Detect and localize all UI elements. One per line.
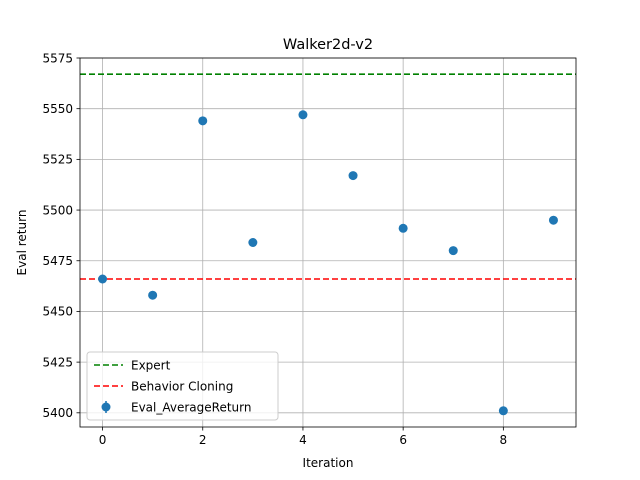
data-points <box>98 110 558 416</box>
data-point <box>248 238 258 247</box>
chart-title: Walker2d-v2 <box>283 37 373 53</box>
x-tick-label: 4 <box>299 433 307 447</box>
data-point <box>348 171 358 181</box>
y-tick-label: 5575 <box>42 51 73 65</box>
reference-lines <box>80 73 576 280</box>
y-tick-label: 5475 <box>42 254 73 268</box>
legend-box <box>86 351 279 421</box>
legend-swatch-marker <box>101 402 111 412</box>
y-tick-label: 5400 <box>42 406 73 420</box>
x-tick-label: 6 <box>399 433 407 447</box>
legend: Expert Behavior Cloning Eval_AverageReturn <box>86 351 279 421</box>
y-tick-label: 5425 <box>42 355 73 369</box>
y-axis-label: Eval return <box>15 210 29 276</box>
y-tick-label: 5500 <box>42 203 73 217</box>
y-tick-label: 5525 <box>42 153 73 167</box>
x-tick-label: 8 <box>500 433 508 447</box>
legend-label: Behavior Cloning <box>131 379 233 393</box>
data-point <box>498 406 508 416</box>
x-axis-label: Iteration <box>303 456 354 470</box>
legend-label: Eval_AverageReturn <box>131 400 251 414</box>
axis-ticks: 0 2 4 6 8 5400 5425 5450 5475 5500 5525 5550 5575 <box>42 51 507 447</box>
y-tick-label: 5550 <box>42 102 73 116</box>
x-tick-label: 2 <box>199 433 207 447</box>
x-tick-label: 0 <box>99 433 107 447</box>
data-point <box>148 290 158 300</box>
data-point <box>198 116 208 126</box>
data-point <box>448 246 458 256</box>
data-point <box>548 215 558 225</box>
plot-frame <box>79 57 577 428</box>
data-point <box>98 274 108 284</box>
data-point <box>398 223 408 233</box>
data-point <box>298 110 308 120</box>
legend-label: Expert <box>131 358 171 372</box>
y-tick-label: 5450 <box>42 305 73 319</box>
